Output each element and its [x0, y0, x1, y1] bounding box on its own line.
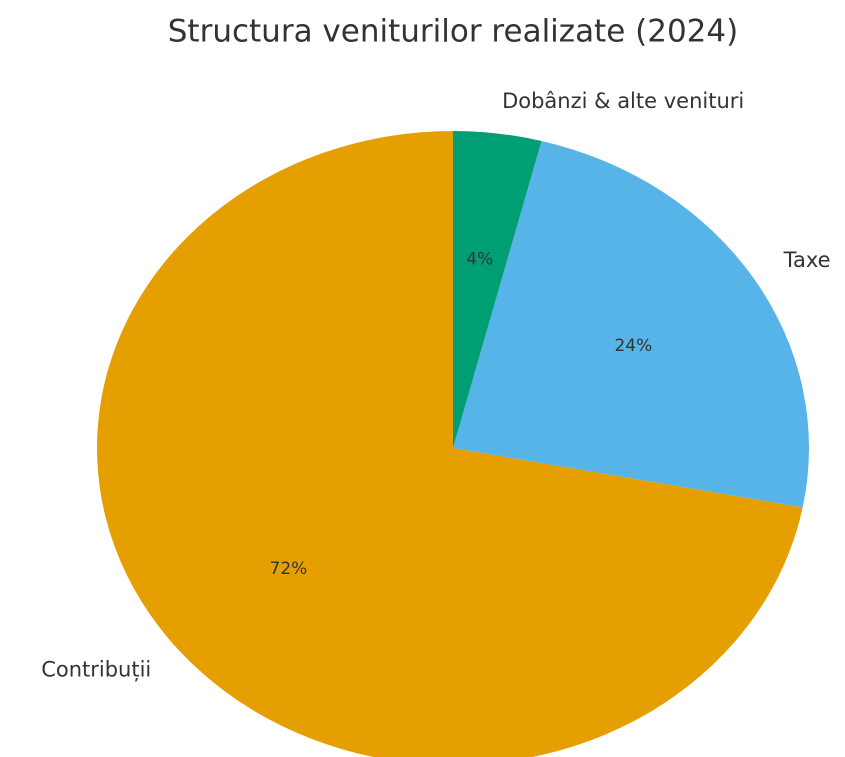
pie-slice	[453, 131, 542, 448]
slice-label: Dobânzi & alte venituri	[502, 89, 744, 113]
slice-label: Taxe	[783, 248, 831, 272]
value-label: 4%	[466, 249, 493, 269]
pie	[97, 131, 809, 757]
chart-title: Structura veniturilor realizate (2024)	[168, 14, 738, 50]
value-label: 24%	[614, 336, 652, 356]
pie-slice	[453, 140, 809, 508]
value-label: 72%	[270, 559, 308, 579]
pie-slice	[97, 131, 803, 757]
slice-label: Contribuții	[41, 657, 151, 681]
